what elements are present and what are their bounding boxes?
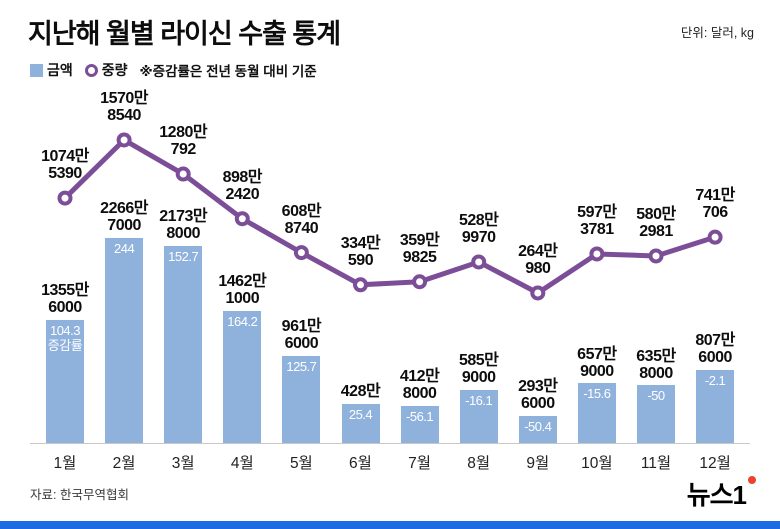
weight-marker bbox=[353, 277, 368, 293]
growth-rate-label: 152.7 bbox=[168, 249, 199, 265]
x-axis-line bbox=[30, 443, 750, 444]
chart-area: 104.3 증감률 1355만 6000 1074만 5390 1월 244 2266만 7000… bbox=[30, 90, 750, 472]
weight-marker bbox=[707, 229, 723, 245]
x-axis-label: 4월 bbox=[230, 455, 254, 472]
weight-value-label: 1570만 8540 bbox=[100, 90, 148, 124]
weight-marker bbox=[412, 274, 428, 290]
weight-marker bbox=[589, 246, 605, 262]
weight-value-label: 264만 980 bbox=[518, 242, 558, 277]
weight-value-label: 741만 706 bbox=[695, 187, 735, 222]
legend-note: ※증감률은 전년 동월 대비 기준 bbox=[139, 64, 317, 79]
growth-rate-label: 25.4 bbox=[348, 407, 373, 423]
amount-bar bbox=[637, 385, 675, 443]
amount-value-label: 961만 6000 bbox=[281, 318, 322, 353]
x-axis-label: 6월 bbox=[349, 455, 372, 472]
growth-rate-label: 164.2 bbox=[227, 313, 258, 329]
weight-value-label: 898만 2420 bbox=[222, 168, 263, 203]
weight-line bbox=[63, 137, 716, 296]
growth-rate-label: 125.7 bbox=[286, 359, 317, 375]
amount-bar bbox=[400, 405, 439, 443]
news1-logo-text: 뉴스1 bbox=[686, 480, 747, 510]
amount-value-label: 428만 bbox=[340, 383, 381, 401]
legend: 금액 중량 ※증감률은 전년 동월 대비 기준 bbox=[30, 60, 317, 80]
weight-line-layer bbox=[57, 132, 723, 301]
weight-marker bbox=[57, 190, 73, 206]
amount-value-label: 2173만 8000 bbox=[159, 208, 208, 243]
amount-value-label: 1462만 1000 bbox=[218, 272, 267, 307]
weight-value-label: 334만 590 bbox=[340, 234, 381, 269]
x-axis-label: 3월 bbox=[171, 455, 195, 472]
amount-legend-label: 금액 bbox=[47, 62, 73, 78]
growth-rate-label: -50.4 bbox=[524, 419, 552, 435]
growth-rate-label: -56.1 bbox=[406, 408, 434, 424]
weight-value-label: 580만 2981 bbox=[636, 205, 676, 240]
amount-value-label: 657만 9000 bbox=[577, 345, 617, 380]
bottom-accent-strip bbox=[0, 521, 780, 529]
amount-bar bbox=[518, 416, 557, 443]
amount-value-label: 585만 9000 bbox=[458, 352, 499, 387]
weight-marker bbox=[234, 211, 250, 227]
amount-bar bbox=[282, 356, 321, 443]
amount-value-label: 1355만 6000 bbox=[41, 282, 89, 317]
amount-value-label: 635만 8000 bbox=[636, 347, 676, 382]
weight-value-label: 608만 8740 bbox=[281, 202, 322, 237]
weight-marker bbox=[648, 248, 664, 264]
weight-legend-label: 중량 bbox=[101, 62, 128, 78]
weight-value-label: 528만 9970 bbox=[458, 211, 499, 246]
amount-value-label: 807만 6000 bbox=[695, 331, 735, 366]
amount-bar bbox=[223, 310, 262, 443]
weight-marker bbox=[530, 285, 546, 301]
amount-bar bbox=[696, 369, 735, 443]
growth-rate-label: -50 bbox=[647, 388, 665, 404]
source-credit: 자료: 한국무역협회 bbox=[30, 488, 129, 502]
weight-marker bbox=[116, 132, 132, 148]
news1-logo-dot bbox=[748, 476, 756, 484]
amount-bar bbox=[341, 404, 380, 443]
weight-value-label: 597만 3781 bbox=[577, 203, 617, 238]
weight-marker bbox=[175, 166, 191, 182]
amount-value-label: 293만 6000 bbox=[518, 378, 558, 413]
growth-rate-label: 244 bbox=[113, 241, 135, 256]
weight-legend-swatch bbox=[84, 63, 98, 77]
growth-rate-label: -15.6 bbox=[583, 386, 611, 402]
x-axis-label: 5월 bbox=[289, 455, 313, 472]
x-axis-label: 8월 bbox=[467, 455, 491, 472]
growth-rate-label: -2.1 bbox=[704, 372, 726, 388]
weight-value-label: 1074만 5390 bbox=[41, 148, 89, 183]
x-axis-label: 9월 bbox=[526, 455, 550, 472]
x-axis-label: 12월 bbox=[699, 455, 731, 472]
weight-marker bbox=[471, 254, 487, 270]
x-axis-label: 1월 bbox=[53, 455, 77, 472]
amount-bar bbox=[105, 238, 144, 443]
page-title: 지난해 월별 라이신 수출 통계 bbox=[28, 19, 341, 49]
news1-logo: 뉴스1 bbox=[686, 475, 756, 512]
amount-bar bbox=[459, 390, 498, 443]
amount-bar bbox=[46, 320, 84, 443]
amount-bar bbox=[164, 246, 203, 443]
amount-bar bbox=[577, 383, 616, 443]
weight-value-label: 359만 9825 bbox=[399, 231, 440, 266]
unit-note: 단위: 달러, kg bbox=[680, 26, 754, 40]
weight-value-label: 1280만 792 bbox=[159, 124, 208, 159]
x-axis-label: 2월 bbox=[112, 455, 136, 472]
growth-rate-label: 104.3 증감률 bbox=[47, 323, 83, 354]
amount-legend-swatch bbox=[30, 63, 43, 77]
growth-rate-label: -16.1 bbox=[465, 393, 493, 408]
x-axis-label: 10월 bbox=[581, 455, 613, 472]
x-axis-label: 7월 bbox=[408, 455, 432, 472]
amount-value-label: 2266만 7000 bbox=[100, 200, 148, 234]
amount-value-label: 412만 8000 bbox=[399, 367, 440, 402]
x-axis-label: 11월 bbox=[640, 455, 672, 472]
weight-marker bbox=[293, 245, 309, 261]
